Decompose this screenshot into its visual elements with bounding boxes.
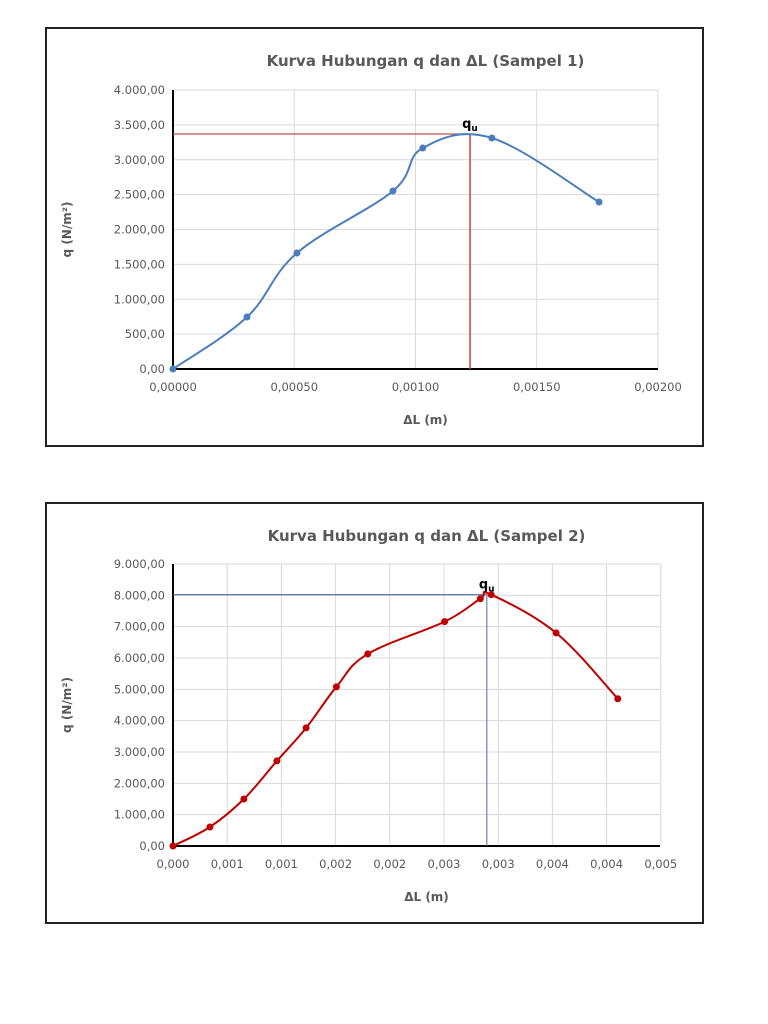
qu-annotation: qu <box>462 117 478 134</box>
y-tick-label: 0,00 <box>139 362 165 376</box>
y-tick-label: 2.000,00 <box>114 776 165 790</box>
x-tick-label: 0,00100 <box>392 380 440 394</box>
x-tick-label: 0,002 <box>373 857 406 871</box>
y-tick-label: 5.000,00 <box>114 682 165 696</box>
data-point-marker <box>240 795 248 803</box>
series-line <box>172 591 619 847</box>
y-tick-label: 0,00 <box>139 839 165 853</box>
y-axis-title: q (N/m²) <box>60 202 74 258</box>
data-point-marker <box>441 618 449 626</box>
x-tick-label: 0,003 <box>428 857 461 871</box>
qu-annotation: qu <box>479 578 495 595</box>
x-tick-label: 0,004 <box>536 857 569 871</box>
y-tick-label: 8.000,00 <box>114 588 165 602</box>
x-tick-label: 0,000 <box>157 857 190 871</box>
x-tick-label: 0,00050 <box>270 380 318 394</box>
y-tick-label: 1.500,00 <box>114 257 165 271</box>
data-point-marker <box>614 695 622 703</box>
chart-1-frame: Kurva Hubungan q dan ΔL (Sampel 1) 0,00 50… <box>45 27 704 447</box>
x-tick-label: 0,004 <box>590 857 623 871</box>
data-point-marker <box>273 757 281 765</box>
chart-2-plot: Kurva Hubungan q dan ΔL (Sampel 2) 0,00 1.… <box>60 527 677 904</box>
chart-1-plot: Kurva Hubungan q dan ΔL (Sampel 1) 0,00 50… <box>60 52 682 427</box>
x-tick-label: 0,00200 <box>634 380 682 394</box>
data-point-marker <box>595 198 603 206</box>
x-tick-label: 0,002 <box>319 857 352 871</box>
data-point-marker <box>206 823 214 831</box>
y-tick-label: 4.000,00 <box>114 714 165 728</box>
x-axis-title: ΔL (m) <box>403 413 448 427</box>
chart-title: Kurva Hubungan q dan ΔL (Sampel 2) <box>268 527 586 545</box>
chart-2-frame: Kurva Hubungan q dan ΔL (Sampel 2) 0,00 1.… <box>45 502 704 924</box>
y-tick-label: 1.000,00 <box>114 808 165 822</box>
data-point-marker <box>488 134 496 142</box>
data-point-marker <box>476 595 484 603</box>
y-tick-label: 3.000,00 <box>114 745 165 759</box>
y-tick-label: 500,00 <box>125 327 165 341</box>
data-point-marker <box>332 683 340 691</box>
data-point-marker <box>169 365 177 373</box>
y-tick-label: 1.000,00 <box>114 292 165 306</box>
y-tick-label: 2.000,00 <box>114 223 165 237</box>
chart-title: Kurva Hubungan q dan ΔL (Sampel 1) <box>267 52 585 70</box>
data-point-marker <box>389 187 397 195</box>
x-tick-label: 0,003 <box>482 857 515 871</box>
data-point-marker <box>552 629 560 637</box>
x-axis-title: ΔL (m) <box>404 890 449 904</box>
y-axis-title: q (N/m²) <box>60 677 74 733</box>
data-point-marker <box>419 144 427 152</box>
data-point-marker <box>302 724 310 732</box>
y-tick-label: 6.000,00 <box>114 651 165 665</box>
y-tick-label: 3.000,00 <box>114 153 165 167</box>
data-point-marker <box>364 650 372 658</box>
x-tick-label: 0,005 <box>644 857 677 871</box>
x-tick-label: 0,00000 <box>149 380 197 394</box>
y-tick-label: 4.000,00 <box>114 83 165 97</box>
x-tick-label: 0,00150 <box>513 380 561 394</box>
data-point-marker <box>169 842 177 850</box>
y-tick-label: 3.500,00 <box>114 118 165 132</box>
x-tick-label: 0,001 <box>265 857 298 871</box>
y-tick-label: 2.500,00 <box>114 188 165 202</box>
y-tick-label: 7.000,00 <box>114 620 165 634</box>
data-point-marker <box>293 249 301 257</box>
x-tick-label: 0,001 <box>211 857 244 871</box>
data-point-marker <box>487 591 495 599</box>
y-tick-label: 9.000,00 <box>114 557 165 571</box>
data-point-marker <box>243 313 251 321</box>
